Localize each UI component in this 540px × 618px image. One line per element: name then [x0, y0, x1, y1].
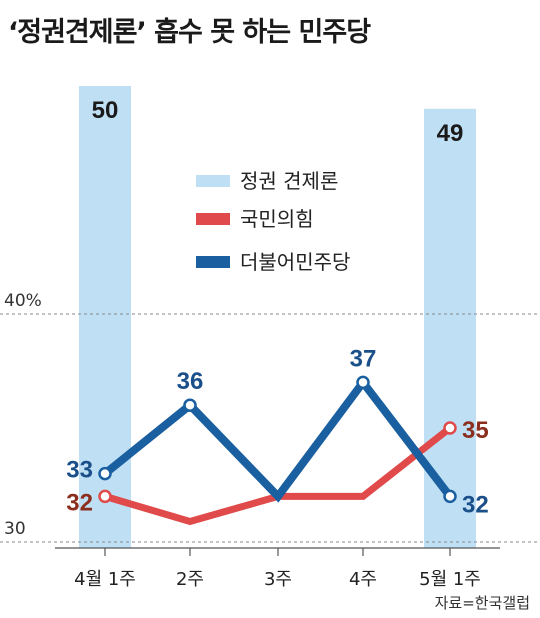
bar-value-label-1: 49	[437, 120, 464, 147]
source-note: 자료=한국갤럽	[434, 594, 530, 612]
series-line-0	[104, 425, 453, 526]
series-1-point-1	[183, 398, 197, 412]
series-1-label-4: 32	[462, 491, 489, 518]
series-1-label-0: 33	[66, 457, 93, 484]
x-tick-label-4: 5월 1주	[419, 569, 481, 590]
series-1-point-0	[98, 466, 112, 481]
series-1-point-4	[443, 489, 457, 504]
y-tick-label-0: 40%	[4, 291, 42, 311]
legend-label-1: 국민의힘	[240, 207, 314, 231]
x-tick-label-1: 2주	[176, 569, 204, 590]
legend-label-0: 정권 견제론	[240, 169, 338, 193]
series-1-point-3	[356, 375, 370, 390]
series-1-label-1: 36	[177, 368, 204, 395]
legend-swatch-1	[196, 213, 230, 225]
chart-title: ‘정권견제론’ 흡수 못 하는 민주당	[8, 17, 371, 48]
legend-swatch-0	[196, 175, 230, 187]
series-line-1	[102, 375, 454, 503]
bar-value-label-0: 50	[92, 97, 119, 124]
legend-swatch-2	[196, 256, 230, 268]
y-tick-label-1: 30	[4, 519, 26, 539]
series-0-label-4: 35	[462, 417, 489, 444]
series-0-point-4	[443, 421, 457, 435]
legend-label-2: 더불어민주당	[240, 250, 350, 274]
bar-jeonggwon-1	[424, 108, 476, 549]
series-0-label-0: 32	[66, 489, 93, 516]
x-tick-label-3: 4주	[349, 569, 377, 590]
x-tick-label-2: 3주	[264, 569, 292, 590]
x-tick-label-0: 4월 1주	[74, 569, 136, 590]
series-0-point-0	[98, 489, 112, 504]
series-1-label-3: 37	[350, 345, 377, 372]
